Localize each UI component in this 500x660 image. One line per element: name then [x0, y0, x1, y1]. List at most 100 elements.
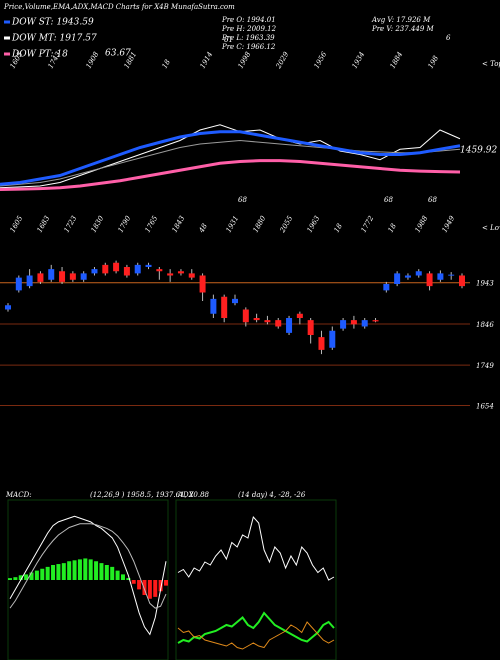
candle-body [188, 273, 195, 278]
stat: Pre L: 1963.39 [221, 34, 275, 42]
top-label: 18 [161, 58, 173, 70]
candle-body [242, 309, 249, 323]
page-title: Price,Volume,EMA,ADX,MACD Charts for X4B… [3, 3, 235, 11]
histogram-bar [115, 570, 120, 580]
candle-body [15, 277, 22, 291]
histogram-bar [72, 560, 77, 580]
candle-body [102, 264, 109, 274]
histogram-bar [164, 580, 168, 586]
adx-line [177, 611, 335, 644]
histogram-bar [147, 580, 152, 599]
mark: 6 [446, 34, 451, 42]
candle-body [404, 275, 411, 278]
histogram-bar [94, 561, 99, 580]
histogram-bar [137, 580, 142, 590]
candle-body [372, 320, 379, 322]
ema-line [0, 130, 461, 186]
candle-body [177, 271, 184, 274]
candle-body [156, 269, 163, 272]
candle-body [199, 275, 206, 293]
candle-body [167, 273, 174, 276]
candle-body [296, 313, 303, 318]
ema-line [0, 124, 461, 189]
candle-body [59, 271, 66, 282]
histogram-bar [13, 577, 18, 580]
candle-body [37, 273, 44, 282]
histogram-bar [45, 566, 50, 580]
candle-body [394, 273, 401, 284]
y-tick-label: 1846 [476, 321, 494, 329]
candle-body [415, 271, 422, 276]
stat: Avg V: 17.926 M [371, 16, 431, 24]
histogram-bar [142, 580, 147, 595]
candle-body [232, 298, 238, 304]
candle-body [361, 320, 368, 327]
mark: 68 [428, 196, 437, 204]
side-label: < Tops [482, 60, 500, 68]
histogram-bar [56, 564, 61, 580]
candle-body [210, 298, 217, 314]
legend-label: DOW PT: 18 [11, 50, 68, 60]
histogram-bar [131, 580, 136, 584]
histogram-bar [153, 580, 158, 597]
histogram-bar [61, 563, 66, 580]
y-tick-label: 1943 [476, 280, 494, 288]
stat: Pre H: 2009.12 [221, 25, 277, 33]
candle-body [145, 264, 152, 267]
histogram-bar [104, 565, 109, 580]
candle-body [253, 318, 260, 321]
candle-body [437, 273, 444, 280]
candle-body [350, 320, 357, 325]
candle-body [26, 275, 33, 287]
macd-line [9, 523, 167, 609]
mark: 68 [238, 196, 247, 204]
macd-params: (12,26,9 ) 1958.5, 1937.61, 20.88 [90, 491, 210, 499]
candle-body [307, 320, 314, 335]
stat: Pre C: 1966.12 [221, 43, 276, 51]
ema-line [0, 139, 461, 187]
candle-body [123, 267, 130, 276]
histogram-bar [88, 559, 93, 580]
candle-body [459, 275, 465, 287]
mark: 68 [384, 196, 393, 204]
histogram-bar [40, 568, 45, 580]
candle-body [383, 284, 390, 291]
stat: Pre V: 237.449 M [371, 25, 435, 33]
adx-label: ADX [177, 491, 195, 499]
adx-frame [175, 499, 337, 660]
histogram-bar [8, 578, 12, 580]
candle-body [448, 274, 455, 276]
legend-label: DOW ST: 1943.59 [11, 18, 94, 28]
adx-line [177, 515, 335, 581]
candle-body [48, 269, 55, 280]
candle-body [113, 262, 120, 272]
top-label: 18 [333, 222, 345, 234]
histogram-bar [18, 575, 23, 580]
top-label: 18 [387, 222, 399, 234]
histogram-bar [77, 559, 82, 580]
legend-label: DOW MT: 1917.57 [11, 34, 97, 44]
histogram-bar [126, 578, 131, 580]
candle-body [221, 296, 228, 318]
adx-line [177, 621, 335, 650]
y-tick-label: 1654 [476, 403, 494, 411]
y-tick-label: 1749 [476, 362, 494, 370]
histogram-bar [158, 580, 163, 592]
candle-body [426, 273, 433, 287]
side-label: < Lows [482, 224, 500, 232]
legend-swatch [4, 20, 10, 24]
candle-body [275, 320, 282, 327]
histogram-bar [83, 558, 88, 580]
candle-body [91, 269, 98, 274]
ema-line [0, 159, 461, 191]
histogram-bar [51, 565, 56, 580]
candle-body [286, 318, 293, 333]
macd-line [9, 515, 167, 636]
legend-swatch [4, 52, 10, 56]
candle-body [80, 273, 87, 280]
histogram-bar [120, 574, 125, 580]
candle-body [134, 264, 141, 274]
legend-swatch [4, 36, 10, 40]
pt-extra: 63.67 [105, 49, 131, 59]
